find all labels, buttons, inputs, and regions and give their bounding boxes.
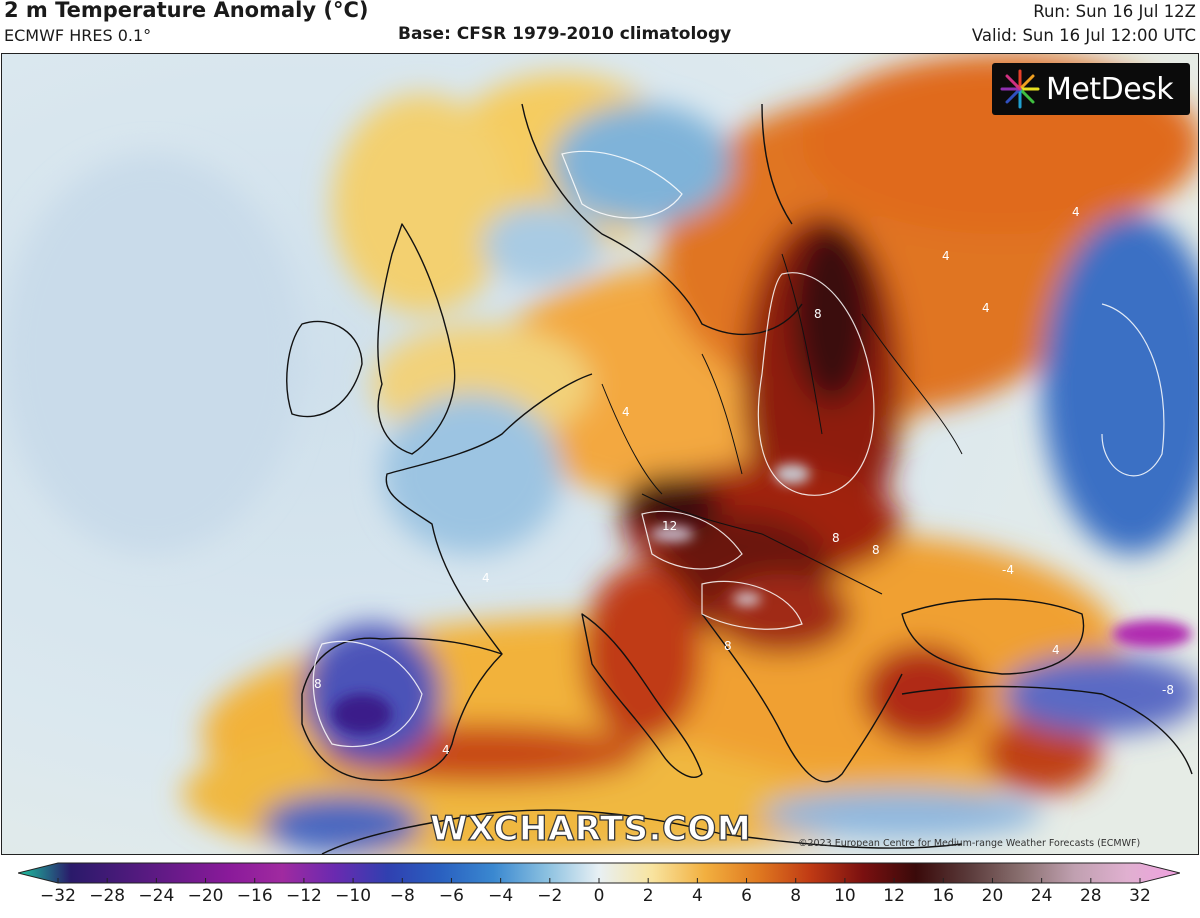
contour-label: 4 bbox=[622, 405, 630, 419]
colorbar-tick-label: 24 bbox=[1030, 886, 1053, 906]
model-label: ECMWF HRES 0.1° bbox=[4, 26, 152, 45]
colorbar-tick-label: 0 bbox=[593, 886, 605, 906]
logo-text: MetDesk bbox=[1046, 71, 1174, 107]
colorbar-tick-label: −28 bbox=[89, 886, 126, 906]
contour-label: 4 bbox=[982, 301, 990, 315]
colorbar-tick-label: 32 bbox=[1129, 886, 1151, 906]
contour-label: 4 bbox=[482, 571, 490, 585]
metdesk-logo: MetDesk bbox=[992, 63, 1190, 115]
colorbar-tick-label: 12 bbox=[883, 886, 905, 906]
colorbar-tick-label: −24 bbox=[138, 886, 175, 906]
contour-label: 12 bbox=[662, 519, 677, 533]
contour-label: 4 bbox=[942, 249, 950, 263]
contour-label: -4 bbox=[1002, 563, 1014, 577]
colorbar-tick-label: −16 bbox=[236, 886, 273, 906]
colorbar-tick-label: 2 bbox=[642, 886, 654, 906]
climatology-base-label: Base: CFSR 1979-2010 climatology bbox=[398, 24, 732, 44]
contour-label-group: 4 4 4 8 8 12 8 8 4 4 -4 8 -8 4 4 bbox=[314, 205, 1174, 757]
anomaly-field bbox=[2, 54, 1198, 854]
colorbar-tick-label: −4 bbox=[488, 886, 514, 906]
metdesk-burst-icon bbox=[1000, 69, 1040, 109]
contour-label: 4 bbox=[442, 743, 450, 757]
map-canvas: 4 4 4 8 8 12 8 8 4 4 -4 8 -8 4 4 bbox=[2, 54, 1198, 854]
contour-label: 8 bbox=[872, 543, 880, 557]
anomaly-map: 4 4 4 8 8 12 8 8 4 4 -4 8 -8 4 4 bbox=[1, 53, 1199, 855]
colorbar-tick-label: −2 bbox=[537, 886, 563, 906]
colorbar-tick-label: −6 bbox=[438, 886, 464, 906]
wxcharts-watermark: WXCHARTS.COM bbox=[429, 808, 752, 849]
contour-label: 4 bbox=[1072, 205, 1080, 219]
colorbar-tick-label: −10 bbox=[335, 886, 372, 906]
colorbar-tick-label: 28 bbox=[1079, 886, 1102, 906]
coastline-borders bbox=[286, 103, 1193, 854]
colorbar-strip bbox=[17, 862, 1181, 884]
contour-label: 8 bbox=[814, 307, 822, 321]
valid-time-label: Valid: Sun 16 Jul 12:00 UTC bbox=[971, 26, 1196, 45]
colorbar-tick-label: 10 bbox=[834, 886, 856, 906]
contour-label: 8 bbox=[724, 639, 732, 653]
run-time-label: Run: Sun 16 Jul 12Z bbox=[1033, 2, 1196, 21]
colorbar-tick-label: −8 bbox=[389, 886, 415, 906]
colorbar: −32 −28 −24 −20 −16 −12 −10 −8 −6 −4 −2 0 2 4 6 8 10 12 16… bbox=[17, 862, 1181, 918]
contour-label: 8 bbox=[832, 531, 840, 545]
anomaly-contours bbox=[312, 150, 1165, 748]
colorbar-tick-label: 20 bbox=[981, 886, 1004, 906]
chart-header: 2 m Temperature Anomaly (°C) ECMWF HRES … bbox=[0, 0, 1200, 52]
colorbar-tick-label: −12 bbox=[285, 886, 322, 906]
chart-title: 2 m Temperature Anomaly (°C) bbox=[4, 0, 369, 22]
contour-label: -8 bbox=[1162, 683, 1174, 697]
colorbar-tick-label: −32 bbox=[40, 886, 76, 906]
colorbar-tick-label: 16 bbox=[932, 886, 955, 906]
colorbar-tick-label: 6 bbox=[741, 886, 752, 906]
contour-label: 8 bbox=[314, 677, 322, 691]
colorbar-tick-label: 8 bbox=[790, 886, 802, 906]
colorbar-tick-label: 4 bbox=[691, 886, 703, 906]
copyright-notice: ©2023 European Centre for Medium-range W… bbox=[798, 838, 1141, 849]
contour-label: 4 bbox=[1052, 643, 1060, 657]
colorbar-tick-label: −20 bbox=[187, 886, 224, 906]
